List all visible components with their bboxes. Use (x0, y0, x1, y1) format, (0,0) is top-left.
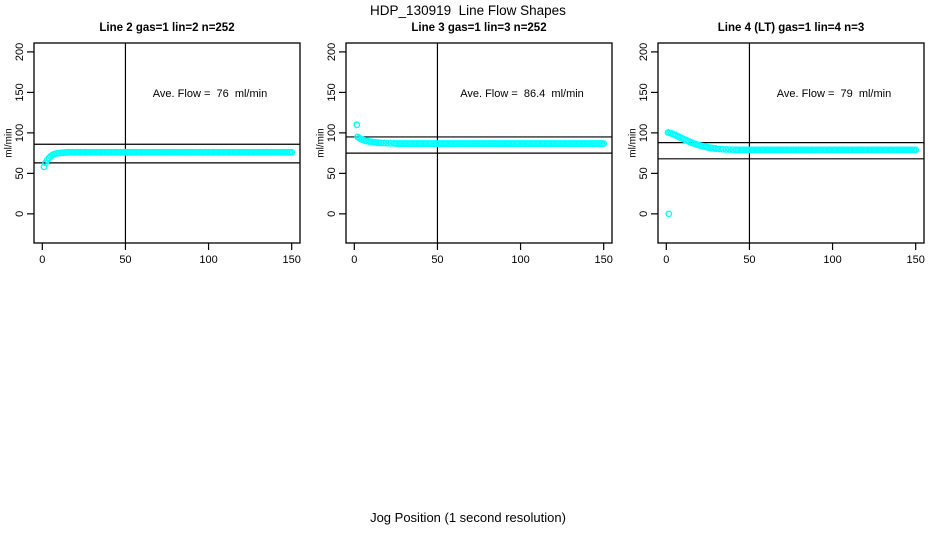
x-tick-label: 0 (351, 254, 357, 266)
y-tick-label: 0 (14, 211, 26, 217)
y-tick-label: 100 (638, 124, 650, 142)
x-tick-label: 150 (595, 254, 613, 266)
panel-line-4: 0 50 100 150 200 0 50 100 150 ml/min Line 4 (LT) … (624, 0, 936, 272)
data-point (722, 146, 730, 153)
x-tick-label: 50 (743, 254, 755, 266)
y-tick-label: 50 (14, 167, 26, 179)
chart-line-3: 0 50 100 150 200 0 50 100 150 ml/min (316, 42, 613, 266)
data-point (719, 145, 727, 153)
y-tick-label: 100 (326, 124, 338, 142)
y-tick-label: 0 (638, 211, 650, 217)
main-title: HDP_130919 Line Flow Shapes (370, 3, 566, 18)
panel-title: Line 4 (LT) gas=1 lin=4 n=3 (717, 22, 865, 34)
plot-box (345, 42, 613, 244)
y-tick-label: 200 (14, 43, 26, 61)
data-point (288, 148, 296, 156)
y-axis-title: ml/min (628, 128, 639, 157)
data-point (912, 146, 920, 154)
x-tick-label: 150 (907, 254, 925, 266)
x-axis-label: Jog Position (1 second resolution) (370, 510, 566, 525)
data-point (600, 140, 608, 147)
ave-flow-annotation: Ave. Flow = 86.4 ml/min (460, 88, 584, 100)
panel-title: Line 3 gas=1 lin=3 n=252 (411, 22, 547, 34)
data-point (353, 121, 361, 129)
x-tick-label: 0 (663, 254, 669, 266)
data-point (726, 146, 733, 154)
x-tick-label: 100 (199, 254, 217, 266)
chart-line-2: 0 50 100 150 200 0 50 100 150 ml/min (4, 42, 301, 266)
y-tick-label: 150 (14, 83, 26, 101)
y-tick-label: 150 (638, 83, 650, 101)
y-tick-label: 200 (326, 43, 338, 61)
panels-row: 0 50 100 150 200 0 50 100 150 ml/min Line 2 gas=1… (0, 0, 936, 272)
y-tick-label: 200 (638, 43, 650, 61)
y-tick-label: 150 (326, 83, 338, 101)
x-tick-label: 50 (119, 254, 131, 266)
y-axis-title: ml/min (4, 128, 15, 157)
data-point (712, 145, 720, 153)
ave-flow-annotation: Ave. Flow = 79 ml/min (776, 88, 892, 100)
panel-line-2: 0 50 100 150 200 0 50 100 150 ml/min Line 2 gas=1… (0, 0, 312, 272)
data-point (380, 139, 388, 147)
data-point (665, 210, 673, 218)
y-tick-label: 50 (638, 167, 650, 179)
y-tick-label: 0 (326, 211, 338, 217)
x-tick-label: 150 (283, 254, 301, 266)
y-axis-title: ml/min (316, 128, 327, 157)
data-point (384, 139, 391, 147)
y-tick-label: 100 (14, 124, 26, 142)
y-tick-label: 50 (326, 167, 338, 179)
data-point (716, 145, 723, 153)
panel-title: Line 2 gas=1 lin=2 n=252 (99, 22, 235, 34)
chart-line-4: 0 50 100 150 200 0 50 100 150 ml/min (628, 42, 925, 266)
x-tick-label: 0 (39, 254, 45, 266)
x-tick-label: 50 (431, 254, 443, 266)
panel-line-3: 0 50 100 150 200 0 50 100 150 ml/min Line 3 gas=1… (312, 0, 624, 272)
ave-flow-annotation: Ave. Flow = 76 ml/min (152, 88, 268, 100)
x-tick-label: 100 (823, 254, 841, 266)
x-tick-label: 100 (511, 254, 529, 266)
data-point (377, 139, 385, 147)
plot-box (657, 42, 925, 244)
plot-box (33, 42, 301, 244)
